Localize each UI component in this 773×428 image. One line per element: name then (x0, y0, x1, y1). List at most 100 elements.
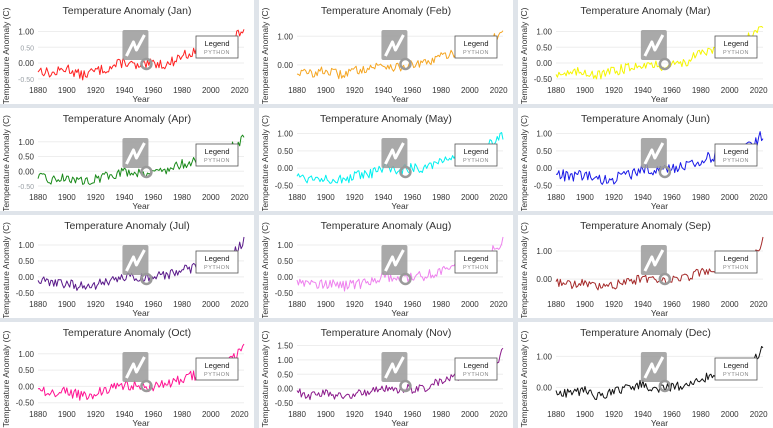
x-tick-label: 1920 (346, 86, 364, 95)
y-tick-label: 0.00 (18, 167, 34, 176)
x-tick-label: 1980 (432, 300, 450, 309)
x-tick-label: 1980 (692, 193, 710, 202)
legend-box[interactable]: Legend PYTHON (195, 143, 239, 167)
chart-title: Temperature Anomaly (Nov) (321, 327, 452, 339)
y-tick-label: 0.50 (20, 45, 34, 52)
y-tick-label: -0.50 (275, 289, 294, 298)
x-tick-label: 1960 (144, 300, 162, 309)
legend-box[interactable]: Legend PYTHON (454, 357, 498, 381)
y-tick-label: -0.50 (275, 182, 294, 191)
y-tick-label: 0.00 (277, 385, 293, 394)
legend-box[interactable]: Legend PYTHON (714, 35, 758, 59)
chart-title: Temperature Anomaly (Dec) (580, 327, 711, 339)
x-tick-label: 1920 (346, 300, 364, 309)
y-axis-title: Temperature Anomaly (C) (519, 222, 529, 318)
y-tick-label: 0.00 (536, 275, 552, 284)
x-axis-title: Year (132, 308, 149, 318)
y-tick-label: 1.00 (536, 247, 552, 256)
watermark-sub: PYTHON (723, 50, 749, 56)
y-tick-label: 1.00 (536, 352, 552, 361)
x-tick-label: 1920 (605, 410, 623, 419)
watermark-sub: PYTHON (204, 50, 230, 56)
x-tick-label: 1900 (576, 300, 594, 309)
x-tick-label: 1940 (634, 410, 652, 419)
x-tick-label: 1880 (29, 410, 47, 419)
x-tick-label: 2020 (750, 300, 768, 309)
y-tick-label: 0.00 (536, 383, 552, 392)
x-tick-label: 1900 (317, 410, 335, 419)
chart-title: Temperature Anomaly (Sep) (580, 220, 711, 232)
y-axis-title: Temperature Anomaly (C) (519, 115, 529, 211)
x-tick-label: 1900 (576, 193, 594, 202)
y-axis-title: Temperature Anomaly (C) (260, 115, 270, 211)
legend-box[interactable]: Legend PYTHON (195, 357, 239, 381)
legend-label: Legend (723, 254, 748, 263)
x-tick-label: 1960 (403, 86, 421, 95)
legend-box[interactable]: Legend PYTHON (195, 35, 239, 59)
x-tick-label: 1900 (58, 86, 76, 95)
x-tick-label: 1920 (605, 193, 623, 202)
x-tick-label: 1920 (605, 300, 623, 309)
y-tick-label: 1.00 (18, 241, 34, 250)
x-tick-label: 1880 (29, 193, 47, 202)
x-tick-label: 1880 (288, 86, 306, 95)
watermark-sub: PYTHON (723, 372, 749, 378)
chart-svg: Temperature Anomaly (May) Temperature Ano… (260, 113, 508, 211)
x-tick-label: 1920 (346, 410, 364, 419)
lightningchart-logo-icon (381, 138, 412, 179)
x-tick-label: 1940 (634, 86, 652, 95)
x-tick-label: 1920 (346, 193, 364, 202)
lightningchart-logo-icon (640, 352, 672, 393)
x-tick-label: 1940 (375, 410, 393, 419)
x-axis-title: Year (132, 418, 149, 428)
y-tick-label: -0.50 (18, 184, 34, 191)
y-tick-label: 1.00 (536, 129, 552, 138)
watermark-sub: PYTHON (463, 50, 489, 56)
chart-title: Temperature Anomaly (Jul) (64, 220, 189, 232)
y-axis-title: Temperature Anomaly (C) (1, 115, 11, 211)
x-tick-label: 1920 (87, 86, 105, 95)
x-tick-label: 2020 (231, 86, 249, 95)
x-axis-title: Year (391, 94, 408, 104)
x-tick-label: 1900 (317, 300, 335, 309)
chart-panel: Temperature Anomaly (Jun) Temperature Ano… (518, 108, 773, 211)
watermark-sub: PYTHON (204, 265, 230, 271)
watermark-sub: PYTHON (204, 372, 230, 378)
x-tick-label: 1980 (692, 410, 710, 419)
x-axis-title: Year (391, 201, 408, 211)
x-tick-label: 1960 (144, 410, 162, 419)
legend-box[interactable]: Legend PYTHON (195, 250, 239, 274)
chart-panel: Temperature Anomaly (Aug) Temperature Ano… (259, 215, 513, 318)
y-axis-title: Temperature Anomaly (C) (260, 330, 270, 427)
x-tick-label: 1880 (29, 86, 47, 95)
y-tick-label: 1.00 (277, 32, 293, 41)
x-tick-label: 1880 (547, 300, 565, 309)
chart-title: Temperature Anomaly (Feb) (321, 5, 451, 17)
y-tick-label: 1.50 (277, 341, 293, 350)
watermark-sub: PYTHON (204, 158, 230, 164)
legend-label: Legend (204, 361, 229, 370)
chart-svg: Temperature Anomaly (Jul) Temperature Ano… (1, 220, 249, 318)
x-tick-label: 2000 (461, 193, 479, 202)
legend-box[interactable]: Legend PYTHON (454, 250, 498, 274)
x-tick-label: 1940 (116, 300, 134, 309)
legend-box[interactable]: Legend PYTHON (714, 143, 758, 167)
lightningchart-logo-icon (122, 352, 153, 393)
legend-box[interactable]: Legend PYTHON (454, 143, 498, 167)
lightningchart-logo-icon (640, 138, 672, 179)
y-tick-label: 1.00 (18, 138, 34, 147)
y-tick-label: 0.50 (277, 147, 293, 156)
x-tick-label: 2000 (721, 193, 739, 202)
legend-label: Legend (204, 254, 229, 263)
y-tick-label: 0.50 (536, 43, 552, 52)
chart-title: Temperature Anomaly (Oct) (63, 327, 191, 339)
legend-box[interactable]: Legend PYTHON (714, 250, 758, 274)
x-axis-title: Year (391, 308, 408, 318)
x-tick-label: 2020 (750, 410, 768, 419)
legend-box[interactable]: Legend PYTHON (714, 357, 758, 381)
legend-box[interactable]: Legend PYTHON (454, 35, 498, 59)
x-tick-label: 1960 (663, 86, 681, 95)
x-tick-label: 1980 (432, 193, 450, 202)
x-tick-label: 1880 (29, 300, 47, 309)
